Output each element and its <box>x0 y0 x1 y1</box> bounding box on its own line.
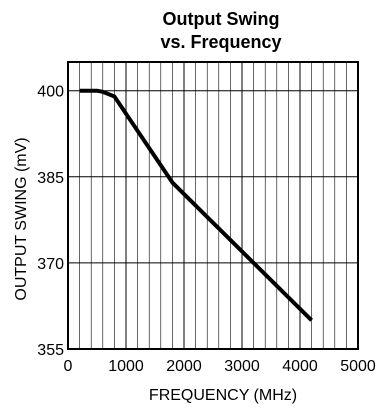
plot-frame <box>67 61 359 350</box>
y-tick-label: 370 <box>37 256 64 273</box>
grid <box>68 62 358 349</box>
series-layer <box>79 88 314 322</box>
x-tick-labels: 0 1000 2000 3000 4000 5000 <box>64 358 376 375</box>
y-tick-label: 385 <box>37 170 64 187</box>
series-line <box>79 88 314 322</box>
x-tick-label: 1000 <box>108 358 144 375</box>
x-tick-label: 2000 <box>166 358 202 375</box>
chart-title-line-2: vs. Frequency <box>160 32 281 52</box>
y-axis-label: OUTPUT SWING (mV) <box>13 137 30 300</box>
y-tick-labels: 355 370 385 400 <box>37 84 64 359</box>
y-tick-label: 400 <box>37 84 64 101</box>
chart-title-line-1: Output Swing <box>163 9 280 29</box>
x-tick-label: 0 <box>64 358 73 375</box>
x-axis-label: FREQUENCY (MHz) <box>149 387 297 404</box>
y-tick-label: 355 <box>37 342 64 359</box>
x-tick-label: 4000 <box>282 358 318 375</box>
x-tick-label: 3000 <box>224 358 260 375</box>
x-tick-label: 5000 <box>340 358 376 375</box>
